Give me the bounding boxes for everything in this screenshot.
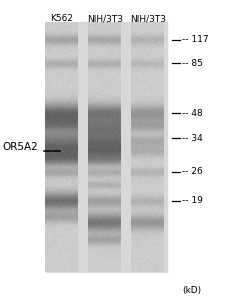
Text: -- 48: -- 48 — [181, 109, 202, 118]
Text: -- 34: -- 34 — [181, 134, 202, 143]
Text: -- 26: -- 26 — [181, 167, 202, 176]
Text: K562: K562 — [50, 14, 73, 23]
Text: NIH/3T3: NIH/3T3 — [87, 14, 122, 23]
Text: OR5A2: OR5A2 — [2, 142, 38, 152]
Text: -- 117: -- 117 — [181, 35, 208, 44]
Text: NIH/3T3: NIH/3T3 — [130, 14, 165, 23]
Text: -- 19: -- 19 — [181, 196, 202, 205]
Text: (kD): (kD) — [181, 286, 200, 295]
Text: -- 85: -- 85 — [181, 59, 202, 68]
